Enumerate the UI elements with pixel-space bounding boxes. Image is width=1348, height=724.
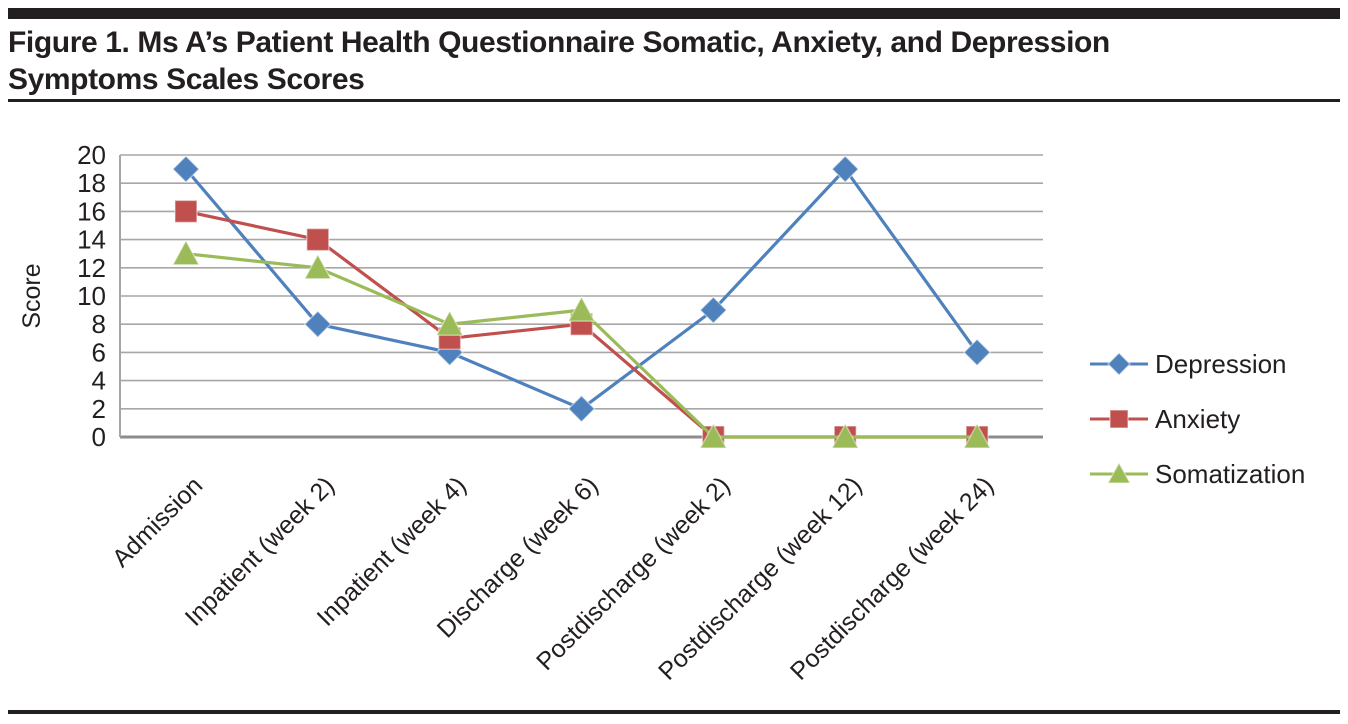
- marker-somatization-0: [171, 239, 201, 266]
- marker-depression-1: [303, 310, 332, 339]
- legend-marker-depression: [1106, 351, 1132, 377]
- marker-somatization-1: [303, 253, 333, 280]
- figure-title-line2: Symptoms Scales Scores: [8, 63, 365, 96]
- y-axis-title: Score: [18, 263, 46, 328]
- legend-marker-somatization: [1106, 461, 1132, 484]
- top-rule: [8, 8, 1340, 19]
- marker-depression-6: [963, 338, 992, 367]
- y-tick-label: 18: [77, 168, 106, 198]
- y-tick-label: 20: [77, 140, 106, 170]
- marker-somatization-2: [435, 309, 464, 336]
- marker-depression-4: [699, 296, 728, 325]
- marker-anxiety-1: [306, 227, 330, 252]
- marker-somatization-4: [699, 422, 728, 449]
- y-tick-label: 16: [77, 196, 106, 226]
- legend-label-somatization: Somatization: [1155, 459, 1305, 489]
- marker-somatization-6: [962, 422, 992, 449]
- legend-label-anxiety: Anxiety: [1155, 404, 1240, 434]
- marker-depression-3: [567, 394, 596, 423]
- marker-somatization-3: [567, 295, 596, 322]
- figure-title-line1: Figure 1. Ms A’s Patient Health Question…: [8, 26, 1110, 59]
- y-tick-label: 10: [77, 281, 106, 311]
- y-tick-label: 8: [92, 309, 106, 339]
- x-axis-label: Admission: [107, 471, 208, 572]
- y-tick-label: 0: [92, 422, 106, 452]
- y-tick-label: 12: [77, 253, 106, 283]
- legend-label-depression: Depression: [1155, 349, 1287, 379]
- marker-anxiety-0: [174, 199, 198, 224]
- y-tick-label: 4: [92, 366, 106, 396]
- marker-depression-5: [831, 155, 860, 184]
- bottom-rule: [8, 710, 1340, 714]
- marker-somatization-5: [830, 422, 860, 449]
- figure-title: Figure 1. Ms A’s Patient Health Question…: [8, 24, 1110, 98]
- y-tick-label: 14: [77, 225, 106, 255]
- y-tick-label: 2: [92, 394, 106, 424]
- marker-depression-0: [171, 155, 200, 184]
- y-tick-label: 6: [92, 337, 106, 367]
- series-line-depression: [184, 166, 979, 411]
- title-rule: [8, 99, 1340, 102]
- legend-marker-anxiety: [1109, 409, 1129, 429]
